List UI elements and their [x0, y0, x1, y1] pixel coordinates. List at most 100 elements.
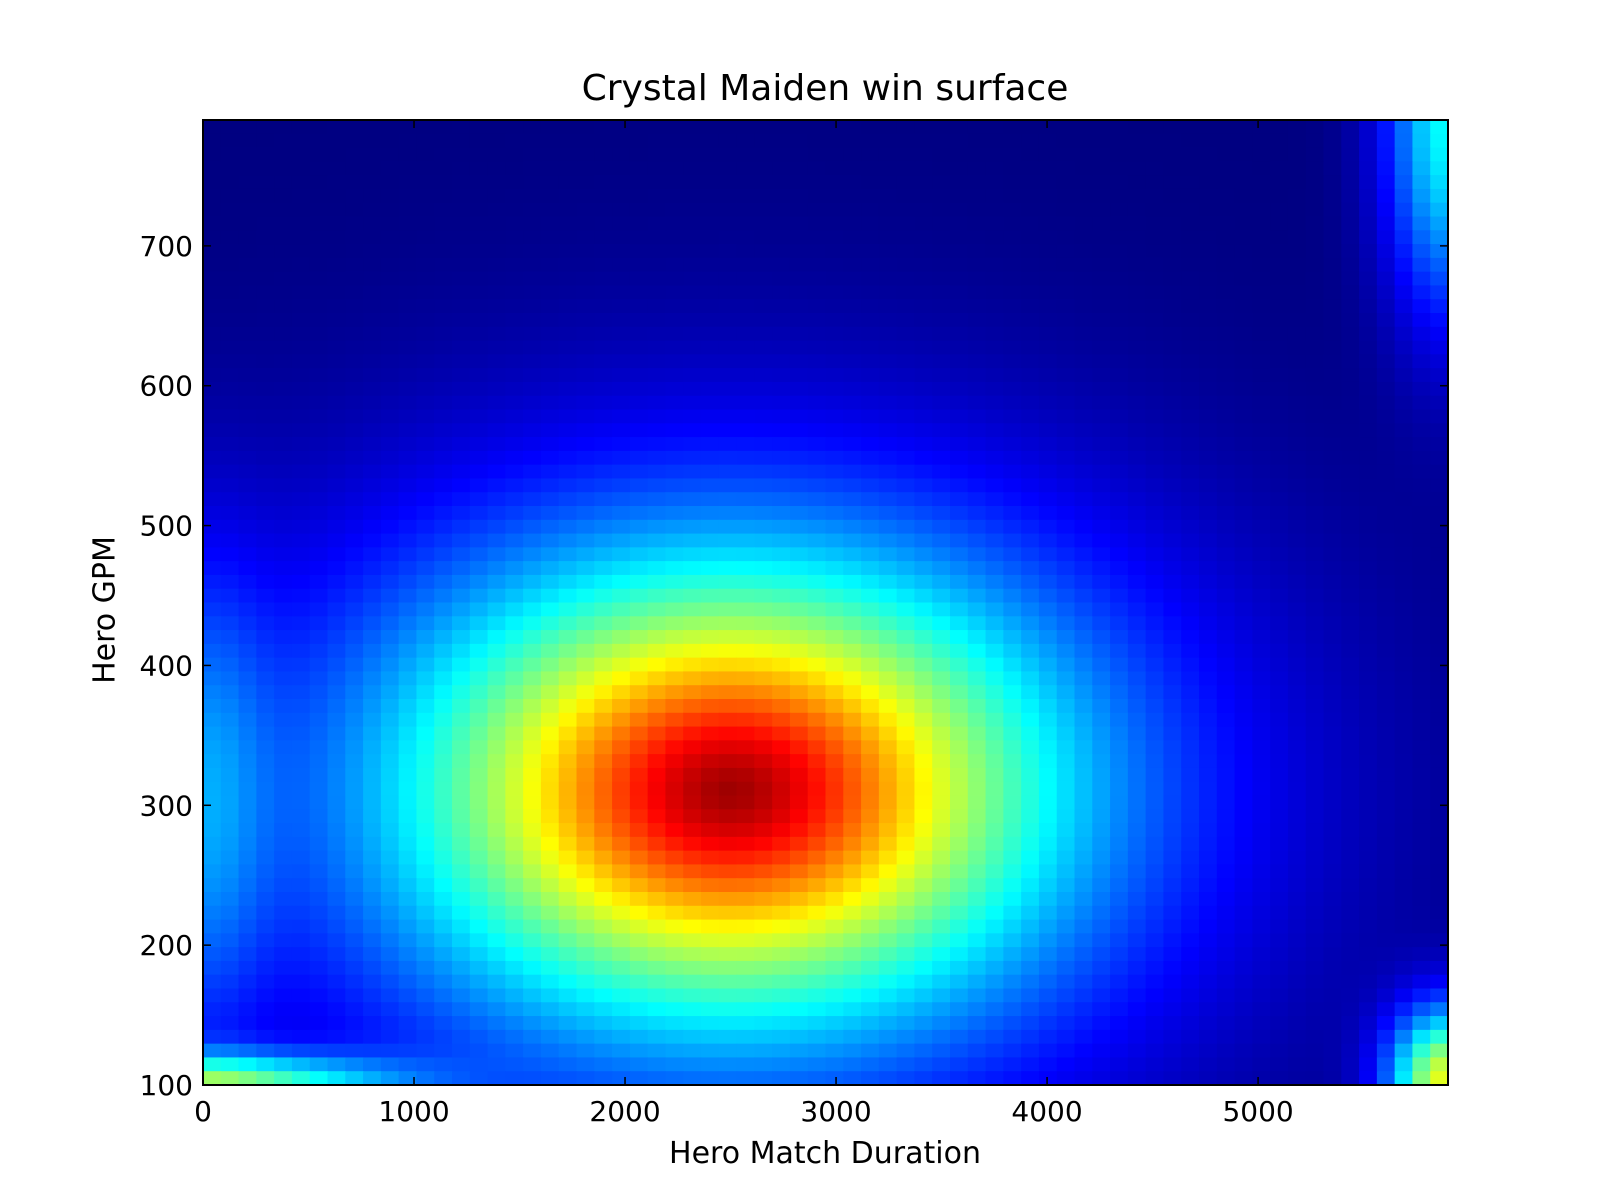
heatmap-cell	[291, 437, 311, 452]
heatmap-cell	[1038, 354, 1058, 369]
heatmap-cell	[1056, 740, 1076, 755]
heatmap-cell	[878, 161, 898, 176]
heatmap-cell	[1074, 1002, 1093, 1017]
heatmap-cell	[1127, 533, 1147, 548]
heatmap-cell	[985, 188, 1004, 204]
heatmap-cell	[1145, 671, 1165, 686]
heatmap-cell	[363, 767, 382, 783]
heatmap-cell	[1270, 1016, 1289, 1031]
heatmap-cell	[647, 147, 667, 162]
heatmap-cell	[345, 823, 364, 838]
heatmap-cell	[1323, 506, 1342, 521]
heatmap-cell	[843, 216, 862, 231]
heatmap-cell	[1092, 1071, 1111, 1086]
heatmap-cell	[327, 230, 346, 245]
heatmap-cell	[1234, 574, 1253, 590]
heatmap-cell	[878, 685, 898, 700]
heatmap-cell	[274, 340, 293, 355]
heatmap-cell	[469, 1057, 489, 1072]
heatmap-cell	[647, 437, 667, 452]
heatmap-cell	[736, 506, 755, 521]
heatmap-cell	[612, 133, 631, 149]
heatmap-cell	[950, 823, 969, 838]
heatmap-cell	[1323, 271, 1342, 287]
heatmap-cell	[896, 616, 916, 631]
heatmap-cell	[1092, 450, 1111, 466]
heatmap-cell	[1127, 974, 1147, 990]
heatmap-cell	[967, 988, 987, 1003]
heatmap-cell	[683, 850, 702, 866]
heatmap-cell	[772, 395, 791, 411]
heatmap-cell	[434, 547, 453, 562]
heatmap-cell	[220, 933, 240, 948]
heatmap-cell	[1252, 492, 1271, 507]
heatmap-cell	[220, 1057, 240, 1072]
heatmap-cell	[967, 1016, 987, 1031]
heatmap-cell	[398, 395, 418, 411]
heatmap-cell	[736, 1029, 755, 1045]
heatmap-cell	[558, 216, 578, 231]
heatmap-cell	[434, 409, 453, 424]
heatmap-cell	[736, 1071, 755, 1086]
heatmap-cell	[1376, 492, 1396, 507]
heatmap-cell	[1234, 561, 1253, 576]
heatmap-cell	[1163, 381, 1182, 397]
heatmap-cell	[291, 892, 311, 907]
heatmap-cell	[1038, 230, 1058, 245]
heatmap-cell	[203, 519, 222, 535]
heatmap-cell	[576, 685, 595, 700]
heatmap-cell	[701, 616, 720, 631]
heatmap-cell	[1376, 1002, 1396, 1017]
heatmap-cell	[327, 905, 346, 921]
heatmap-cell	[1110, 120, 1129, 135]
heatmap-cell	[1305, 947, 1325, 962]
heatmap-cell	[1252, 506, 1271, 521]
heatmap-cell	[896, 740, 916, 755]
heatmap-cell	[1287, 313, 1307, 328]
heatmap-cell	[274, 754, 293, 769]
heatmap-cell	[523, 478, 542, 493]
heatmap-cell	[1376, 767, 1396, 783]
heatmap-cell	[985, 754, 1004, 769]
heatmap-cell	[967, 175, 987, 190]
heatmap-cell	[1341, 381, 1360, 397]
heatmap-cell	[754, 368, 773, 383]
heatmap-cell	[932, 519, 951, 535]
heatmap-cell	[327, 340, 346, 355]
heatmap-cell	[452, 988, 471, 1003]
heatmap-cell	[736, 257, 755, 273]
heatmap-cell	[807, 836, 827, 852]
heatmap-cell	[683, 809, 702, 824]
heatmap-cell	[754, 506, 773, 521]
heatmap-cell	[985, 230, 1004, 245]
heatmap-cell	[1110, 147, 1129, 162]
heatmap-cell	[1359, 1057, 1378, 1072]
heatmap-cell	[1163, 836, 1182, 852]
heatmap-cell	[1341, 202, 1360, 218]
heatmap-cell	[1199, 1043, 1218, 1059]
heatmap-cell	[1305, 437, 1325, 452]
heatmap-cell	[718, 643, 738, 659]
heatmap-cell	[665, 202, 684, 218]
heatmap-cell	[1359, 216, 1378, 231]
heatmap-cell	[469, 1043, 489, 1059]
heatmap-cell	[718, 285, 738, 300]
heatmap-cell	[1359, 368, 1378, 383]
heatmap-cell	[203, 1043, 222, 1059]
heatmap-cell	[683, 561, 702, 576]
heatmap-cell	[398, 1057, 418, 1072]
heatmap-cell	[398, 767, 418, 783]
heatmap-cell	[452, 712, 471, 728]
heatmap-cell	[523, 533, 542, 548]
heatmap-cell	[1181, 892, 1200, 907]
heatmap-cell	[914, 450, 933, 466]
heatmap-cell	[1305, 506, 1325, 521]
heatmap-cell	[1287, 850, 1307, 866]
heatmap-cell	[1216, 299, 1236, 314]
heatmap-cell	[861, 340, 880, 355]
heatmap-cell	[772, 381, 791, 397]
heatmap-cell	[1038, 464, 1058, 480]
heatmap-cell	[772, 175, 791, 190]
heatmap-cell	[1181, 685, 1200, 700]
heatmap-cell	[1110, 340, 1129, 355]
